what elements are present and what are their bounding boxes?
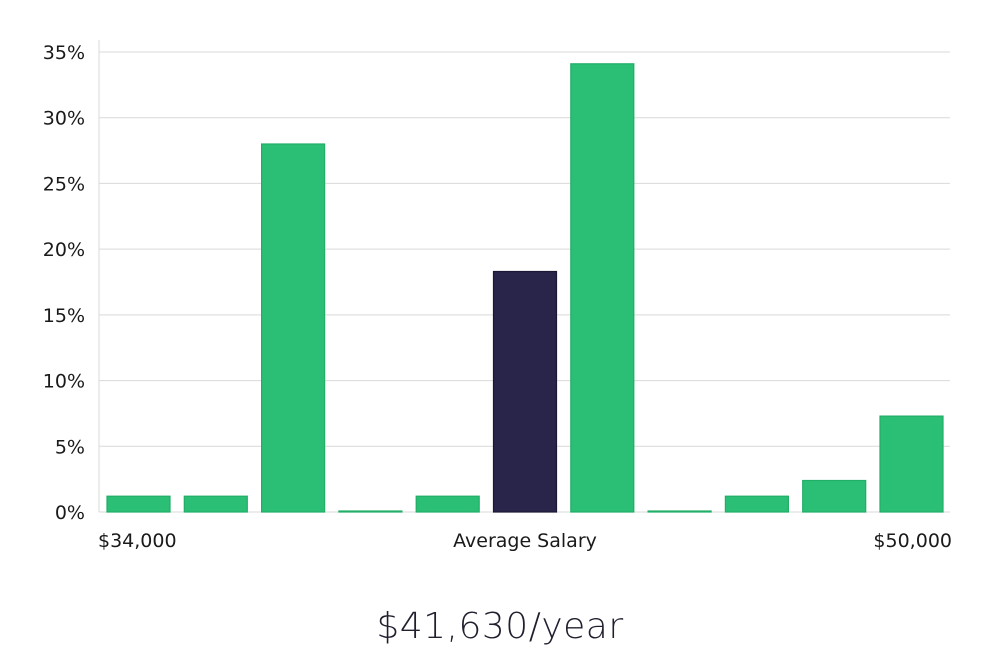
bar [724, 495, 790, 513]
bar-average-salary [492, 270, 558, 513]
y-tick-label: 35% [43, 42, 85, 64]
y-tick-label: 10% [43, 371, 85, 393]
bar [183, 495, 248, 513]
bar [261, 143, 326, 513]
y-axis-ticks: 0% 5% 10% 15% 20% 25% 30% 35% [43, 42, 85, 524]
bar [338, 510, 403, 513]
average-salary-caption: $41,630/year [376, 606, 624, 647]
y-tick-label: 20% [43, 239, 85, 261]
bars [106, 63, 944, 513]
bar [802, 479, 867, 513]
x-label-max-salary: $50,000 [873, 530, 952, 552]
x-label-min-salary: $34,000 [98, 530, 177, 552]
y-tick-label: 0% [55, 502, 85, 524]
y-tick-label: 15% [43, 305, 85, 327]
bar [106, 495, 171, 513]
bar-chart-svg: 0% 5% 10% 15% 20% 25% 30% 35% $34,000 Average S… [43, 40, 952, 552]
bar [415, 495, 480, 513]
y-tick-label: 5% [55, 436, 85, 458]
bar [647, 510, 712, 513]
x-label-average-salary: Average Salary [453, 530, 597, 552]
bar [879, 415, 944, 513]
y-tick-label: 25% [43, 173, 85, 195]
x-axis-labels: $34,000 Average Salary $50,000 [98, 530, 952, 552]
y-tick-label: 30% [43, 108, 85, 130]
bar [570, 63, 635, 513]
